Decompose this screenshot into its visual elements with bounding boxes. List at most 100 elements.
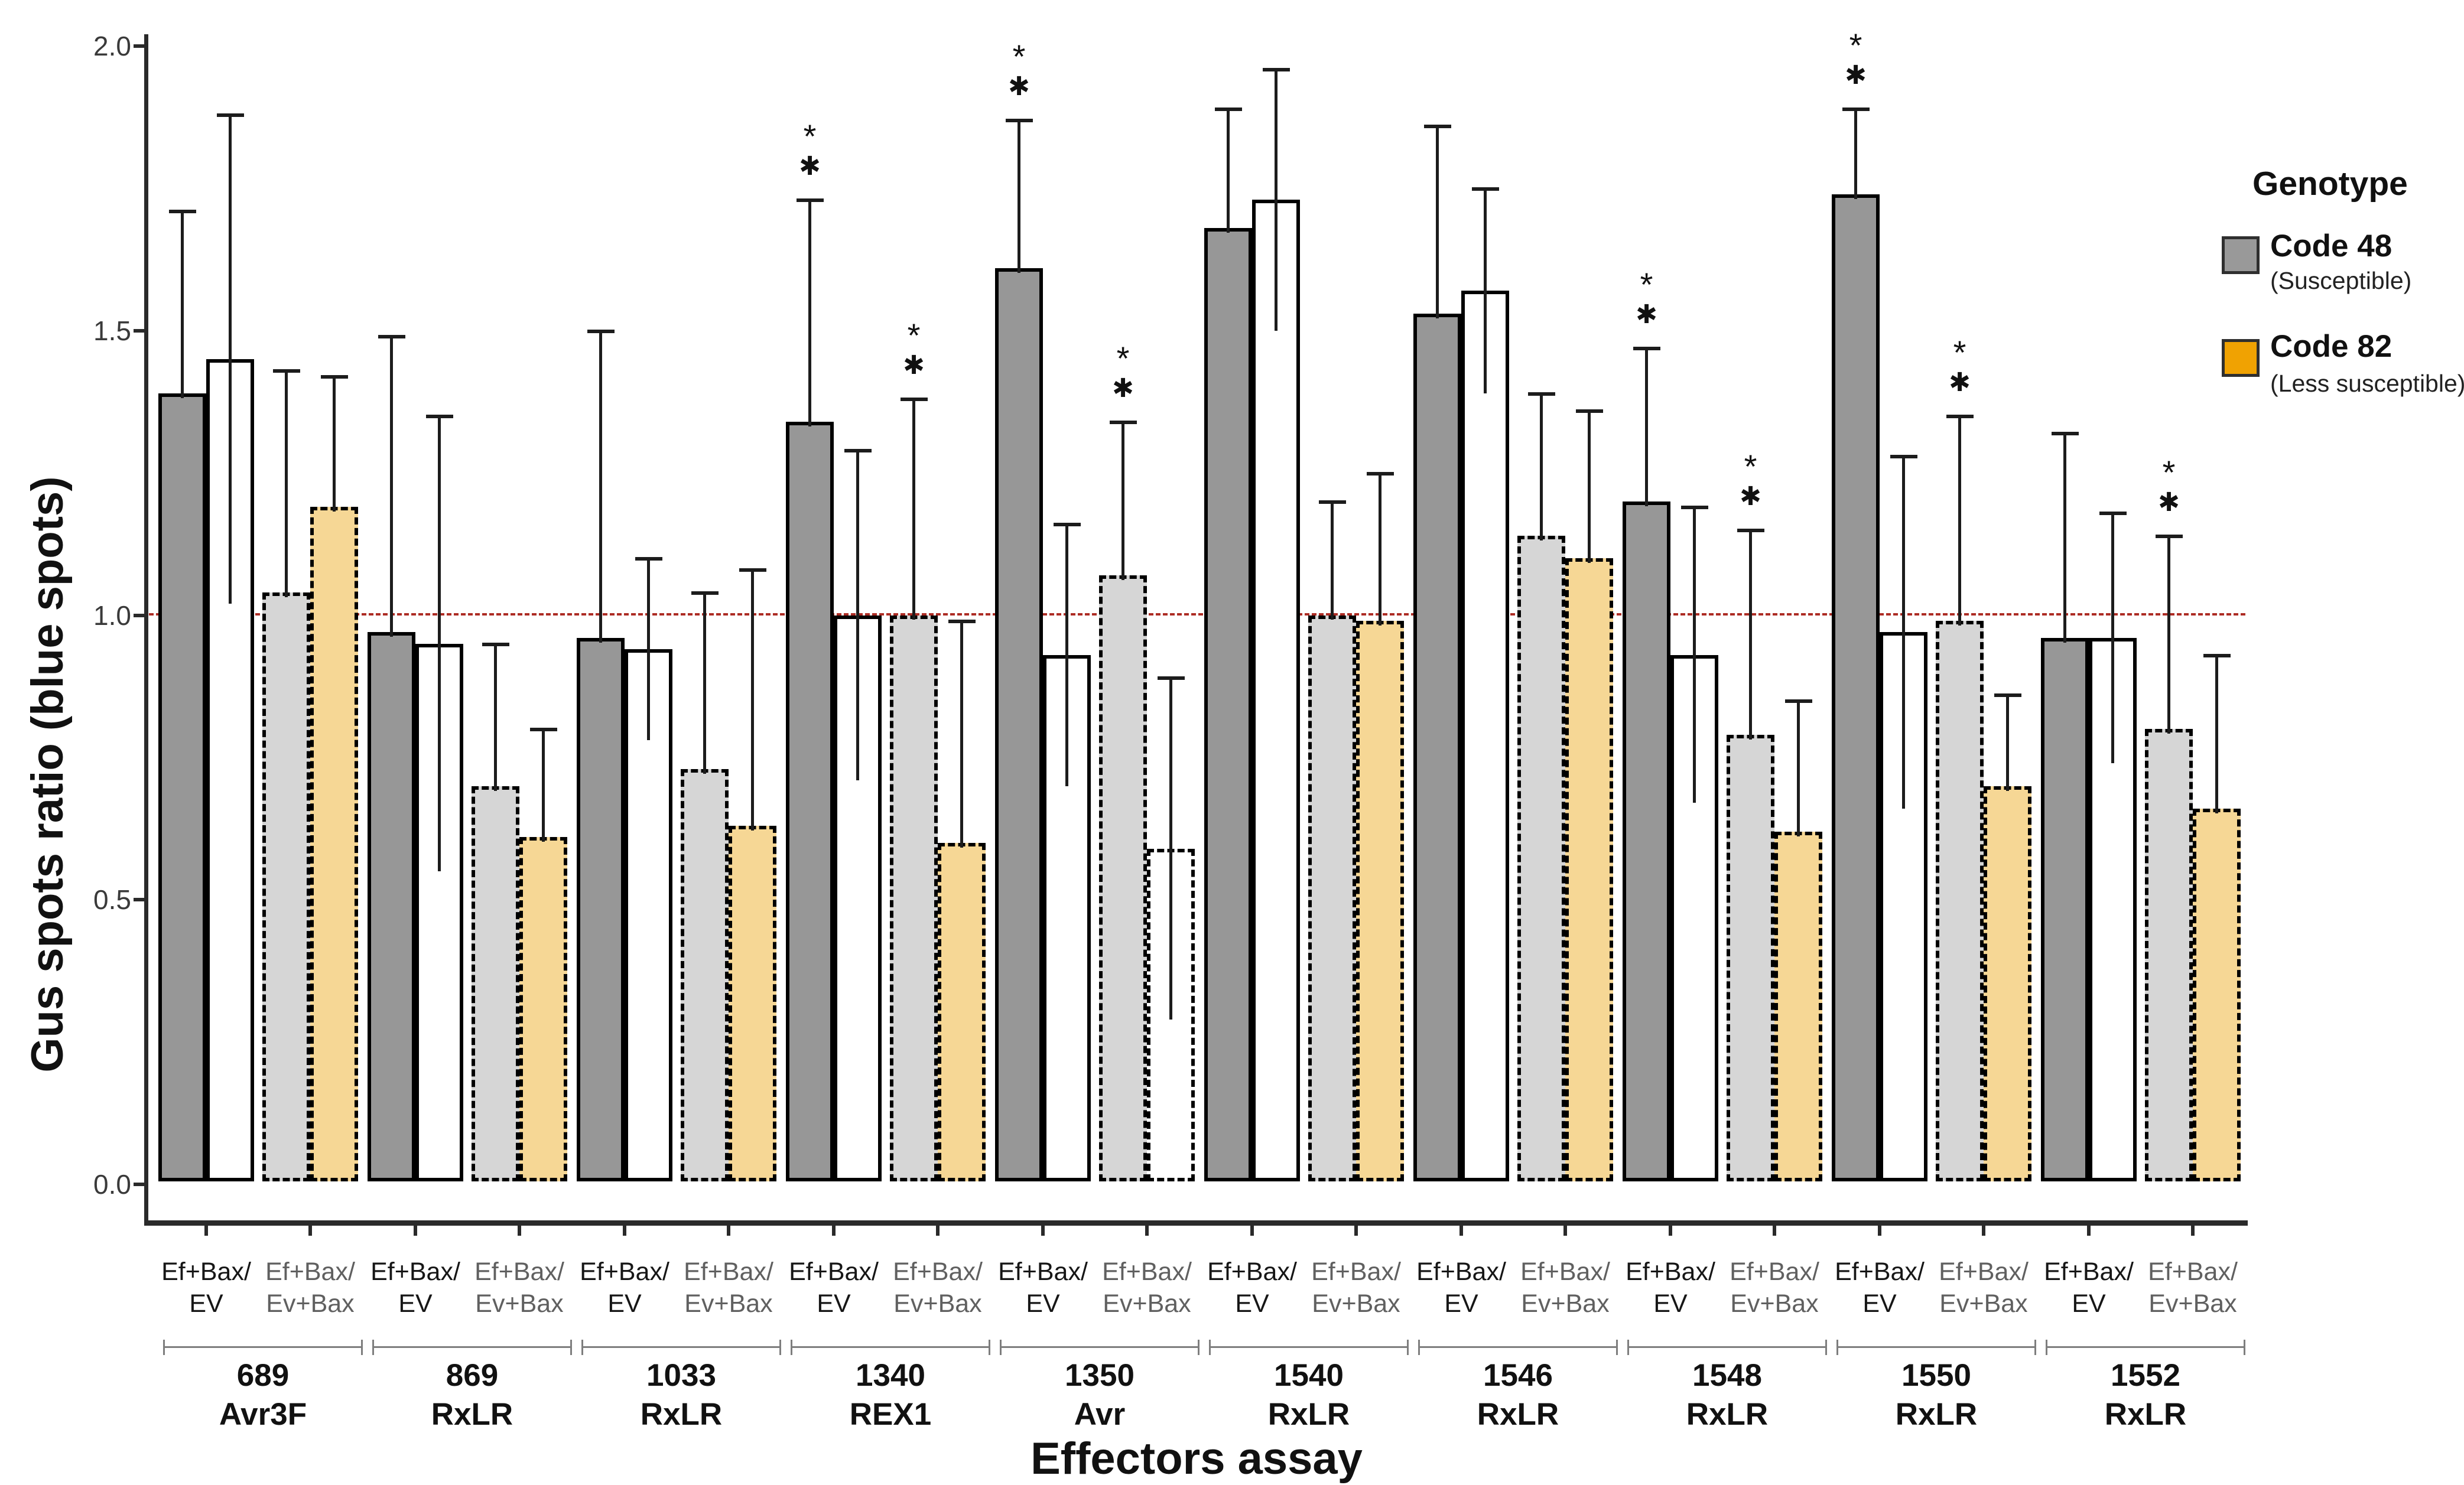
legend-swatch-code48 [2222, 236, 2260, 274]
group-name-label: RxLR [1477, 1397, 1559, 1432]
group-bracket-end [1825, 1340, 1827, 1355]
group-bracket-end [2046, 1340, 2047, 1355]
error-bar-line [438, 416, 441, 872]
bar [2145, 729, 2193, 1181]
pair-label-line2: Ev+Bax [475, 1289, 564, 1318]
pair-label-line1: Ef+Bax/ [998, 1258, 1088, 1286]
group-code-label: 689 [236, 1358, 290, 1393]
error-bar-line [494, 643, 497, 791]
group-bracket-end [570, 1340, 572, 1355]
pair-label-line1: Ef+Bax/ [1520, 1258, 1610, 1286]
pair-label-line1: Ef+Bax/ [1207, 1258, 1297, 1286]
pair-label-line1: Ef+Bax/ [1102, 1258, 1192, 1286]
bar [1727, 734, 1774, 1181]
error-bar-cap [844, 449, 872, 453]
pair-label-line1: Ef+Bax/ [370, 1258, 460, 1286]
error-bar-line [1645, 347, 1648, 506]
pair-label-line2: EV [2072, 1289, 2106, 1318]
group-name-label: Avr [1074, 1397, 1126, 1432]
significance-asterisk-heavy: ✱ [1740, 481, 1761, 512]
group-bracket-end [1000, 1340, 1002, 1355]
significance-asterisk-heavy: ✱ [1636, 299, 1657, 330]
significance-asterisk-heavy: ✱ [1845, 60, 1867, 90]
error-bar-cap [1737, 528, 1764, 532]
group-code-label: 1546 [1483, 1358, 1553, 1393]
group-bracket [2046, 1346, 2245, 1348]
error-bar-line [2167, 535, 2170, 734]
error-bar-line [1436, 125, 1439, 318]
x-tick [623, 1226, 626, 1236]
y-tick [134, 328, 144, 333]
error-bar-line [960, 621, 963, 848]
pair-label-line1: Ef+Bax/ [265, 1258, 355, 1286]
x-tick [1773, 1226, 1776, 1236]
error-bar-cap [1946, 415, 1974, 419]
x-tick [204, 1226, 208, 1236]
group-bracket [163, 1346, 363, 1348]
pair-label-line1: Ef+Bax/ [1626, 1258, 1715, 1286]
pair-label-line2: EV [1235, 1289, 1269, 1318]
pair-label-line2: EV [1653, 1289, 1688, 1318]
pair-label-line1: Ef+Bax/ [1939, 1258, 2029, 1286]
error-bar-line [856, 450, 859, 780]
group-bracket-end [1836, 1340, 1838, 1355]
error-bar-line [542, 729, 545, 842]
error-bar-line [1958, 416, 1961, 626]
group-name-label: RxLR [640, 1397, 723, 1432]
x-tick [936, 1226, 940, 1236]
pair-label-line1: Ef+Bax/ [1416, 1258, 1506, 1286]
significance-asterisk: * [2162, 453, 2176, 491]
error-bar-line [1331, 501, 1334, 620]
bar [1984, 786, 2031, 1181]
error-bar-cap [1527, 392, 1555, 396]
error-bar-cap [2203, 653, 2231, 657]
error-bar-cap [482, 642, 509, 646]
x-tick [518, 1226, 521, 1236]
error-bar-cap [2099, 512, 2127, 516]
error-bar-line [647, 558, 650, 741]
group-bracket-end [1418, 1340, 1420, 1355]
pair-label-line2: Ev+Bax [1521, 1289, 1610, 1318]
significance-asterisk: * [907, 317, 921, 354]
error-bar-line [1169, 678, 1172, 1020]
error-bar-line [1275, 69, 1277, 331]
bar [1413, 313, 1461, 1181]
bar [519, 837, 567, 1181]
group-bracket-end [581, 1340, 583, 1355]
error-bar-line [2111, 513, 2114, 763]
pair-label-line2: EV [607, 1289, 642, 1318]
significance-asterisk: * [1744, 447, 1757, 485]
significance-asterisk-heavy: ✱ [2158, 487, 2180, 517]
error-bar-cap [320, 374, 348, 379]
error-bar-line [181, 211, 184, 398]
group-bracket [1418, 1346, 1618, 1348]
bar [938, 842, 986, 1181]
significance-asterisk: * [1953, 334, 1966, 372]
error-bar-line [1797, 701, 1800, 836]
significance-asterisk: * [1116, 339, 1130, 377]
x-tick [832, 1226, 836, 1236]
significance-asterisk-heavy: ✱ [903, 350, 925, 381]
pair-label-line2: Ev+Bax [1939, 1289, 2028, 1318]
x-tick [1878, 1226, 1881, 1236]
error-bar-line [1902, 455, 1905, 809]
significance-asterisk-heavy: ✱ [799, 151, 821, 182]
bar [472, 786, 519, 1181]
bar [729, 825, 776, 1181]
group-bracket-end [372, 1340, 374, 1355]
group-bracket-end [989, 1340, 990, 1355]
bar [577, 638, 625, 1181]
x-tick [2087, 1226, 2091, 1236]
bar [1670, 654, 1718, 1181]
y-tick-label: 0.0 [93, 1169, 131, 1200]
error-bar-line [1018, 120, 1020, 273]
group-code-label: 1548 [1692, 1358, 1762, 1393]
group-bracket-end [163, 1340, 165, 1355]
x-tick [1354, 1226, 1358, 1236]
error-bar-line [599, 330, 602, 643]
bar [1517, 535, 1565, 1181]
group-bracket [791, 1346, 990, 1348]
group-bracket [1209, 1346, 1409, 1348]
x-tick [1982, 1226, 1985, 1236]
